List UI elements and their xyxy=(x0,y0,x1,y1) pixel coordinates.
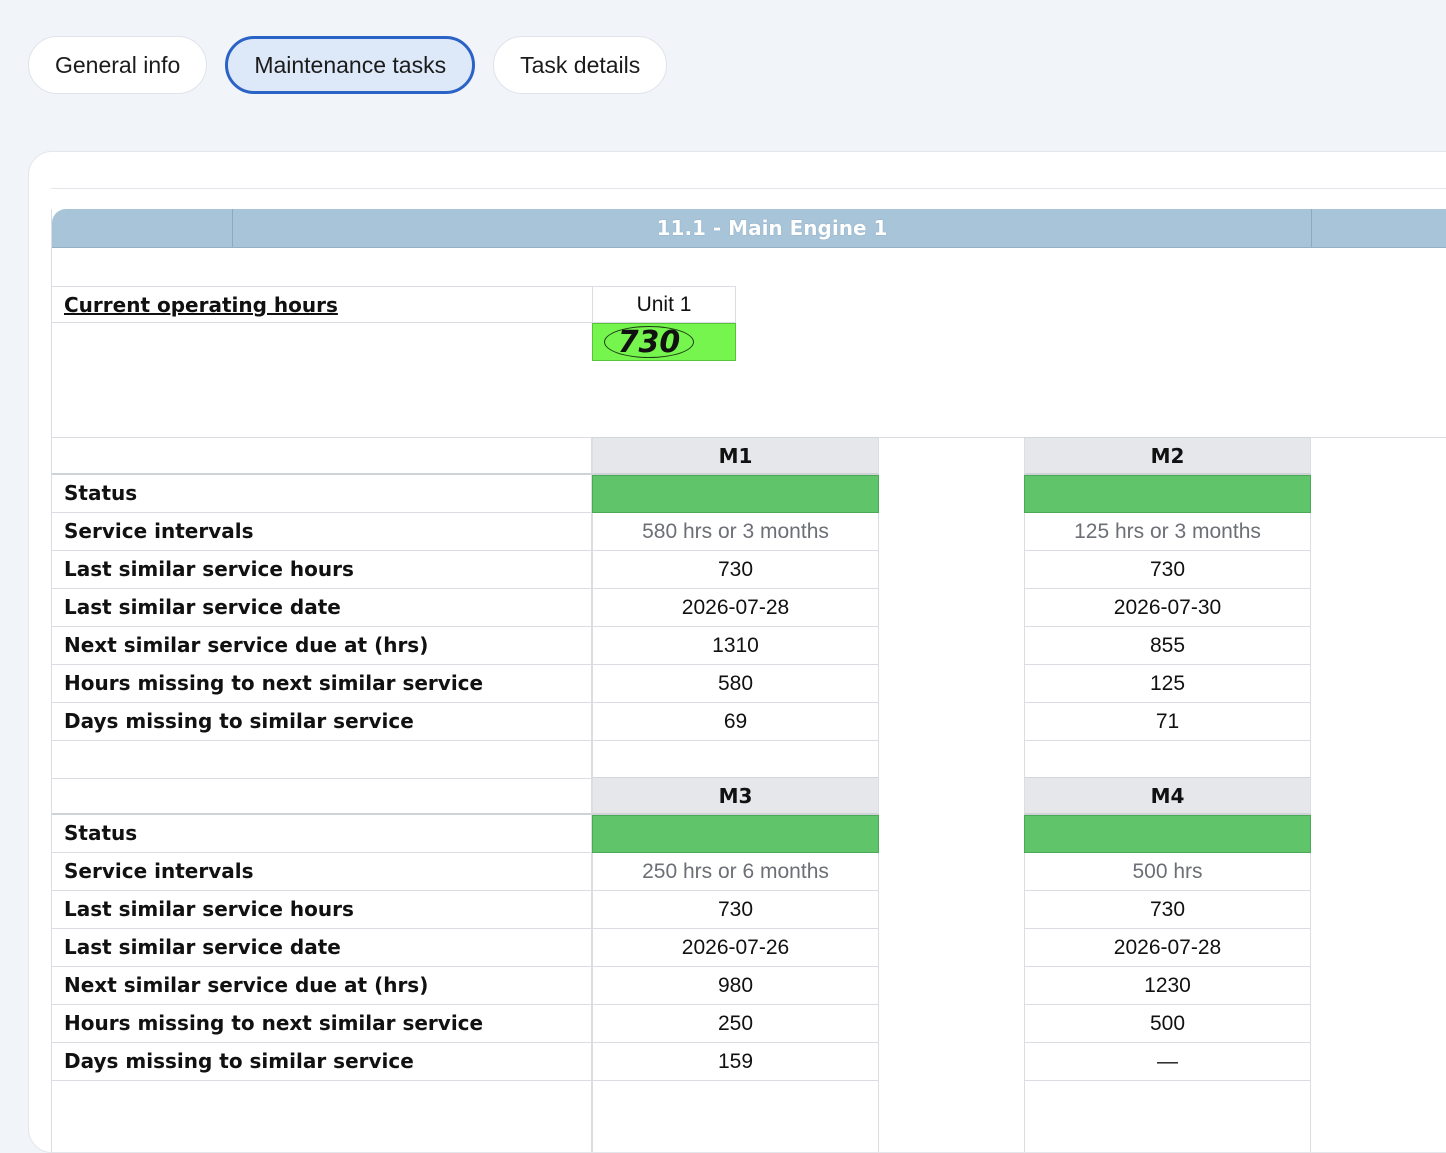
cell-m3-next-due[interactable]: 980 xyxy=(592,967,879,1005)
cell-m1-days-missing[interactable]: 69 xyxy=(592,703,879,741)
column-header-m4: M4 xyxy=(1024,777,1311,815)
cell-m1-hours-missing[interactable]: 580 xyxy=(592,665,879,703)
status-indicator-m1 xyxy=(592,475,879,513)
status-indicator-m4 xyxy=(1024,815,1311,853)
unit-label: Unit 1 xyxy=(592,286,736,323)
cell-m4-days-missing[interactable]: — xyxy=(1024,1043,1311,1081)
status-indicator-m3 xyxy=(592,815,879,853)
column-header-m1: M1 xyxy=(592,437,879,475)
column-header-m2: M2 xyxy=(1024,437,1311,475)
empty-cell xyxy=(592,741,879,779)
row-label: Last similar service hours xyxy=(52,551,592,589)
cell-m3-hours-missing[interactable]: 250 xyxy=(592,1005,879,1043)
cell-m2-interval[interactable]: 125 hrs or 3 months xyxy=(1024,513,1311,551)
cell-m1-last-hours[interactable]: 730 xyxy=(592,551,879,589)
row-label: Last similar service hours xyxy=(52,891,592,929)
banner-divider xyxy=(1311,209,1312,247)
row-label: Service intervals xyxy=(52,513,592,551)
row-label: Next similar service due at (hrs) xyxy=(52,627,592,665)
cell-m3-interval[interactable]: 250 hrs or 6 months xyxy=(592,853,879,891)
cell-m4-interval[interactable]: 500 hrs xyxy=(1024,853,1311,891)
section-banner: 11.1 - Main Engine 1 xyxy=(52,209,1446,248)
block-header-label xyxy=(52,437,592,475)
tab-maintenance-tasks[interactable]: Maintenance tasks xyxy=(225,36,476,94)
status-indicator-m2 xyxy=(1024,475,1311,513)
tab-bar: General info Maintenance tasks Task deta… xyxy=(28,36,668,94)
current-hours-label: Current operating hours xyxy=(64,293,338,317)
cell-m4-last-date[interactable]: 2026-07-28 xyxy=(1024,929,1311,967)
banner-divider xyxy=(232,209,233,247)
empty-label-cell xyxy=(52,1081,592,1152)
block-header-label xyxy=(52,777,592,815)
empty-cell xyxy=(592,1081,879,1152)
row-label: Status xyxy=(52,815,592,853)
row-label: Last similar service date xyxy=(52,589,592,627)
cell-m3-last-hours[interactable]: 730 xyxy=(592,891,879,929)
cell-m3-days-missing[interactable]: 159 xyxy=(592,1043,879,1081)
content-card: 11.1 - Main Engine 1 Current operating h… xyxy=(28,151,1446,1153)
circled-value-mark xyxy=(604,326,694,358)
cell-m1-interval[interactable]: 580 hrs or 3 months xyxy=(592,513,879,551)
tab-general-info[interactable]: General info xyxy=(28,36,208,94)
section-title: 11.1 - Main Engine 1 xyxy=(656,216,888,240)
cell-m4-next-due[interactable]: 1230 xyxy=(1024,967,1311,1005)
tab-task-details[interactable]: Task details xyxy=(493,36,668,94)
row-label: Next similar service due at (hrs) xyxy=(52,967,592,1005)
cell-m4-last-hours[interactable]: 730 xyxy=(1024,891,1311,929)
row-label: Service intervals xyxy=(52,853,592,891)
cell-m2-hours-missing[interactable]: 125 xyxy=(1024,665,1311,703)
maintenance-sheet: 11.1 - Main Engine 1 Current operating h… xyxy=(51,209,1446,1152)
cell-m2-next-due[interactable]: 855 xyxy=(1024,627,1311,665)
empty-label-cell xyxy=(52,741,592,779)
divider xyxy=(51,188,1446,189)
cell-m3-last-date[interactable]: 2026-07-26 xyxy=(592,929,879,967)
empty-cell xyxy=(1024,1081,1311,1152)
gridline xyxy=(52,322,592,323)
cell-m1-next-due[interactable]: 1310 xyxy=(592,627,879,665)
cell-m2-days-missing[interactable]: 71 xyxy=(1024,703,1311,741)
empty-cell xyxy=(1024,741,1311,779)
cell-m2-last-date[interactable]: 2026-07-30 xyxy=(1024,589,1311,627)
gridline xyxy=(52,286,592,287)
cell-m4-hours-missing[interactable]: 500 xyxy=(1024,1005,1311,1043)
current-hours-value: 730 xyxy=(617,325,681,360)
row-label: Hours missing to next similar service xyxy=(52,1005,592,1043)
current-hours-value-cell[interactable]: 730 xyxy=(592,323,736,361)
row-label: Days missing to similar service xyxy=(52,1043,592,1081)
row-label: Last similar service date xyxy=(52,929,592,967)
row-label: Status xyxy=(52,475,592,513)
column-header-m3: M3 xyxy=(592,777,879,815)
row-label: Hours missing to next similar service xyxy=(52,665,592,703)
cell-m1-last-date[interactable]: 2026-07-28 xyxy=(592,589,879,627)
cell-m2-last-hours[interactable]: 730 xyxy=(1024,551,1311,589)
row-label: Days missing to similar service xyxy=(52,703,592,741)
